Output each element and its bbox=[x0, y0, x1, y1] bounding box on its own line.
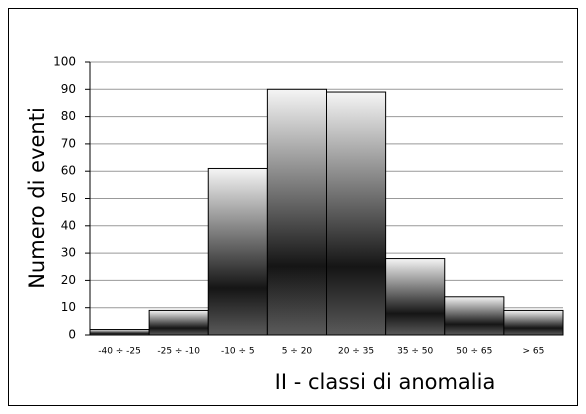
x-tick-label: 20 ÷ 35 bbox=[338, 347, 374, 357]
bar bbox=[207, 167, 268, 336]
x-tick-label: 50 ÷ 65 bbox=[456, 347, 492, 357]
bar bbox=[503, 309, 564, 336]
y-tick-label: 20 bbox=[61, 273, 76, 287]
y-tick-label: 100 bbox=[53, 55, 76, 69]
y-tick-label: 0 bbox=[68, 328, 76, 342]
bar bbox=[266, 88, 327, 336]
bar bbox=[444, 296, 505, 336]
y-tick-label: 70 bbox=[61, 136, 76, 150]
x-tick-label: > 65 bbox=[523, 347, 545, 357]
y-axis-label: Numero di eventi bbox=[25, 107, 49, 289]
y-tick-label: 50 bbox=[61, 191, 76, 205]
y-tick-label: 60 bbox=[61, 164, 76, 178]
bar bbox=[326, 91, 387, 336]
y-tick-label: 30 bbox=[61, 246, 76, 260]
x-axis-label: II - classi di anomalia bbox=[275, 370, 496, 394]
x-tick-label: -10 ÷ 5 bbox=[221, 347, 255, 357]
x-tick-label: -40 ÷ -25 bbox=[98, 347, 141, 357]
y-tick-label: 40 bbox=[61, 218, 76, 232]
y-tick-label: 90 bbox=[61, 82, 76, 96]
bar bbox=[148, 309, 209, 336]
y-tick-label: 10 bbox=[61, 300, 76, 314]
bar bbox=[89, 329, 150, 336]
x-tick-label: -25 ÷ -10 bbox=[157, 347, 200, 357]
x-tick-label: 35 ÷ 50 bbox=[397, 347, 433, 357]
x-tick-label: 5 ÷ 20 bbox=[282, 347, 313, 357]
y-tick-label: 80 bbox=[61, 109, 76, 123]
bar bbox=[385, 258, 446, 336]
